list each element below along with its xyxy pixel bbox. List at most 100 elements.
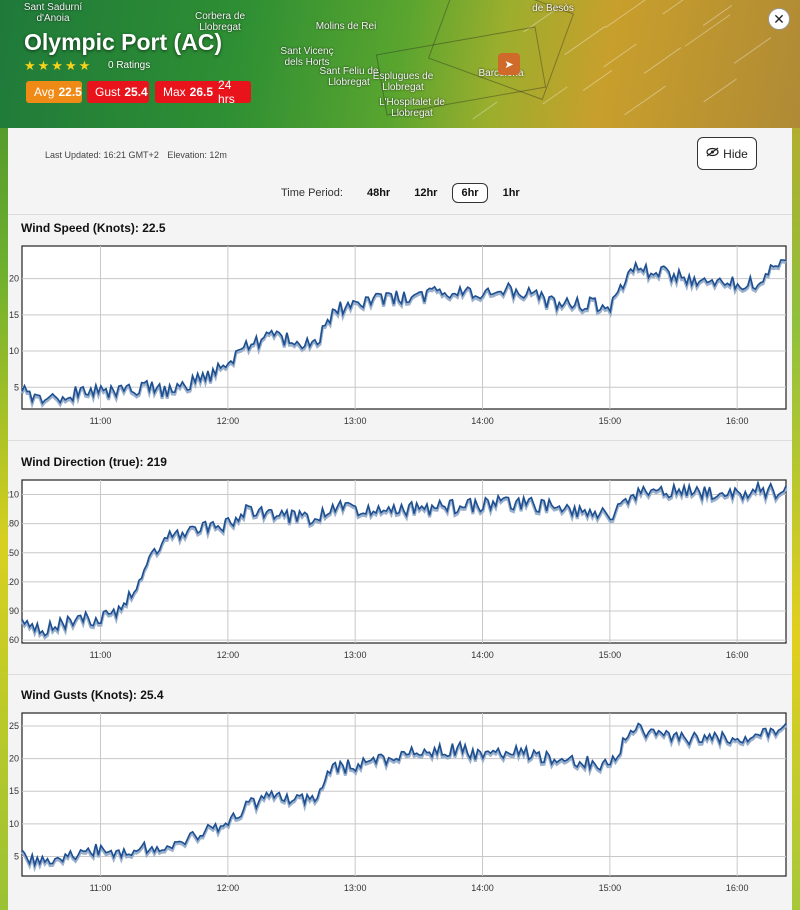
data-point [438, 505, 442, 509]
max-badge-label: Max [163, 85, 186, 99]
y-tick-label: 90 [9, 606, 19, 616]
x-tick-label: 12:00 [217, 416, 240, 426]
map-place-label: Sant Sadurní d'Anoia [23, 2, 83, 24]
data-point [290, 338, 294, 342]
data-point [247, 802, 251, 806]
x-tick-label: 15:00 [599, 883, 622, 893]
data-point [481, 502, 485, 506]
period-48hr-button[interactable]: 48hr [366, 187, 391, 199]
data-point [268, 512, 272, 516]
data-point [565, 507, 569, 511]
data-point [353, 763, 357, 767]
map-place-label: Sant Feliu de Llobregat [319, 66, 379, 88]
wind-streak [603, 43, 637, 68]
data-point [523, 291, 527, 295]
data-point [183, 531, 187, 535]
data-point [56, 858, 60, 862]
max-badge-value: 26.5 [189, 85, 214, 99]
wind-gusts-chart[interactable]: 5 10 15 20 25 11:00 12:00 13:00 14:00 15:00 16:00 [8, 707, 792, 907]
wind-speed-title: Wind Speed (Knots): 22.5 [21, 221, 166, 235]
data-point [693, 280, 697, 284]
data-point [672, 734, 676, 738]
data-point [162, 536, 166, 540]
data-point [587, 302, 591, 306]
wind-streak [472, 101, 498, 120]
data-point [544, 298, 548, 302]
y-tick-label: 120 [8, 577, 19, 587]
last-updated: Last Updated: 16:21 GMT+2 [45, 150, 159, 160]
data-point [396, 295, 400, 299]
data-point [99, 619, 103, 623]
hide-button-label: Hide [723, 146, 748, 161]
data-point [714, 737, 718, 741]
y-tick-label: 15 [9, 310, 19, 320]
data-point [438, 291, 442, 295]
data-point [502, 750, 506, 754]
x-tick-label: 12:00 [217, 650, 240, 660]
y-tick-label: 10 [9, 346, 19, 356]
data-point [226, 822, 230, 826]
x-tick-label: 14:00 [471, 650, 494, 660]
wind-direction-chart[interactable]: 60 90 120 150 180 210 11:00 12:00 13:00 14:00 15:0… [8, 474, 792, 674]
data-point [693, 489, 697, 493]
data-point [672, 490, 676, 494]
data-point [565, 302, 569, 306]
data-point [374, 760, 378, 764]
wind-streak [624, 85, 666, 116]
data-point [35, 861, 39, 865]
data-point [20, 385, 24, 389]
data-point [693, 737, 697, 741]
data-point [290, 515, 294, 519]
wind-speed-chart[interactable]: 5 10 15 20 11:00 12:00 13:00 14:00 15:00 16:00 [8, 240, 792, 440]
y-tick-label: 210 [8, 490, 19, 500]
wind-streak [703, 78, 737, 103]
map-place-label: L'Hospitalet de Llobregat [379, 97, 445, 119]
period-12hr-button[interactable]: 12hr [414, 187, 438, 199]
wind-overlay-left-edge [0, 0, 8, 910]
close-button[interactable]: ✕ [768, 8, 790, 30]
rating-stars[interactable]: ★★★★★ [24, 58, 93, 73]
x-tick-label: 16:00 [726, 883, 749, 893]
period-1hr-button[interactable]: 1hr [502, 187, 520, 199]
y-tick-label: 60 [9, 635, 19, 645]
avg-badge-label: Avg [34, 85, 55, 99]
plot-area [21, 479, 787, 644]
data-point [20, 624, 24, 628]
y-tick-label: 20 [9, 274, 19, 284]
data-point [77, 389, 81, 393]
series-line [21, 259, 787, 405]
wind-direction-title: Wind Direction (true): 219 [21, 455, 167, 469]
x-tick-label: 13:00 [344, 650, 367, 660]
y-tick-label: 150 [8, 548, 19, 558]
x-tick-label: 14:00 [471, 883, 494, 893]
wind-streak [662, 0, 688, 15]
data-point [353, 302, 357, 306]
hide-button[interactable]: Hide [697, 137, 757, 170]
data-point [587, 512, 591, 516]
data-point [608, 306, 612, 310]
data-point [502, 287, 506, 291]
navigation-arrow-icon[interactable]: ➤ [498, 53, 520, 75]
x-tick-label: 13:00 [344, 416, 367, 426]
data-point [784, 258, 788, 262]
data-point [247, 507, 251, 511]
period-6hr-button[interactable]: 6hr [452, 183, 488, 203]
data-point [459, 747, 463, 751]
map-header[interactable]: Sant Sadurní d'Anoia Corbera de Llobrega… [0, 0, 800, 128]
data-point [587, 760, 591, 764]
data-point [162, 389, 166, 393]
divider [8, 214, 792, 215]
data-point [672, 273, 676, 277]
data-point [629, 266, 633, 270]
avg-badge-value: 22.5 [58, 85, 82, 99]
data-point [183, 382, 187, 386]
map-place-label: Molins de Rei [315, 21, 377, 32]
data-point [417, 750, 421, 754]
data-point [784, 484, 788, 488]
data-point [544, 757, 548, 761]
ratings-count: 0 Ratings [108, 60, 151, 71]
y-tick-label: 180 [8, 519, 19, 529]
data-point [226, 364, 230, 368]
elevation: Elevation: 12m [167, 150, 227, 160]
data-point [311, 517, 315, 521]
